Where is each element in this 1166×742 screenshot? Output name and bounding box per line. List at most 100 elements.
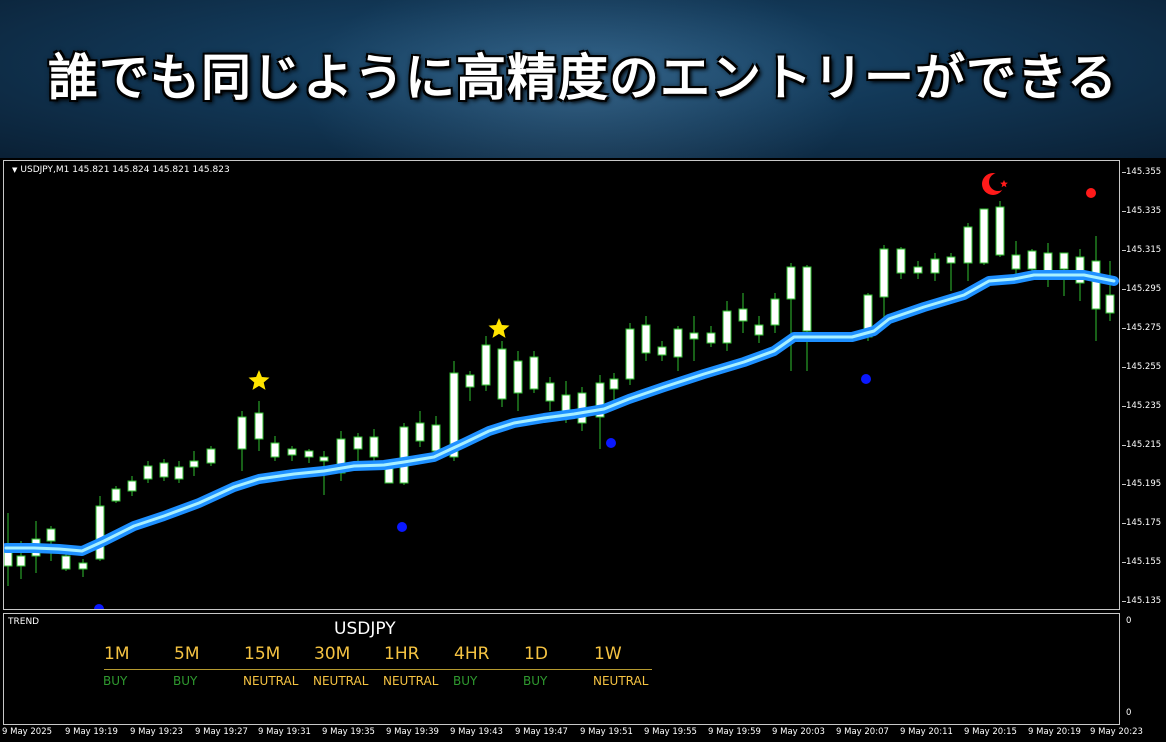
candle-body <box>143 465 153 480</box>
time-tick-label: 9 May 20:19 <box>1028 727 1081 737</box>
small-star-icon <box>1000 180 1008 188</box>
price-tick-mark <box>1122 523 1126 524</box>
candle-body <box>625 328 635 380</box>
price-tick-label: 145.335 <box>1126 206 1162 216</box>
candle-body <box>946 256 956 264</box>
candlestick-chart[interactable] <box>4 161 1119 609</box>
candle-body <box>1059 252 1069 270</box>
price-tick-label: 145.315 <box>1126 245 1162 255</box>
timeframe-label: 1W <box>594 644 622 664</box>
moving-average-line-outer <box>4 270 1119 556</box>
candle-body <box>431 424 441 452</box>
timeframe-signal: BUY <box>523 674 548 688</box>
time-tick-label: 9 May 19:43 <box>450 727 503 737</box>
price-tick-mark <box>1122 445 1126 446</box>
price-tick-mark <box>1122 484 1126 485</box>
candle-body <box>689 332 699 340</box>
price-tick-mark <box>1122 250 1126 251</box>
price-tick-mark <box>1122 406 1126 407</box>
candle-body <box>963 226 973 264</box>
promo-banner: 誰でも同じように高精度のエントリーができる <box>0 0 1166 158</box>
price-tick-label: 145.175 <box>1126 518 1162 528</box>
candle-body <box>1043 252 1053 272</box>
candle-body <box>609 378 619 390</box>
candle-body <box>78 562 88 570</box>
candle-body <box>1027 250 1037 270</box>
candle-body <box>111 488 121 502</box>
blue-dot-signal <box>94 604 104 609</box>
candle-body <box>513 360 523 394</box>
timeframe-label: 1HR <box>384 644 420 664</box>
price-tick-mark <box>1122 601 1126 602</box>
timeframe-signal: BUY <box>103 674 128 688</box>
time-tick-label: 9 May 20:23 <box>1090 727 1143 737</box>
candle-body <box>673 328 683 358</box>
timeframe-signal: NEUTRAL <box>243 674 299 688</box>
price-tick-mark <box>1122 367 1126 368</box>
time-tick-label: 9 May 19:27 <box>195 727 248 737</box>
price-tick-label: 145.275 <box>1126 323 1162 333</box>
timeframe-label: 30M <box>314 644 351 664</box>
candle-body <box>595 382 605 418</box>
timeframe-signal: BUY <box>173 674 198 688</box>
candle-body <box>738 308 748 322</box>
trend-pane-label: TREND <box>8 617 40 627</box>
candle-body <box>930 258 940 274</box>
candle-body <box>786 266 796 300</box>
candle-body <box>189 460 199 468</box>
star-signal-icon <box>248 370 270 390</box>
candle-body <box>706 332 716 344</box>
price-tick-mark <box>1122 211 1126 212</box>
moving-average-line-core <box>4 273 1116 553</box>
price-tick-label: 145.215 <box>1126 440 1162 450</box>
timeframe-label: 15M <box>244 644 281 664</box>
time-tick-label: 9 May 19:39 <box>386 727 439 737</box>
candle-body <box>770 298 780 326</box>
red-dot-signal <box>1086 188 1096 198</box>
candle-body <box>237 416 247 450</box>
time-tick-label: 9 May 20:07 <box>836 727 889 737</box>
candle-body <box>254 412 264 440</box>
price-tick-label: 145.255 <box>1126 362 1162 372</box>
candle-body <box>913 266 923 274</box>
time-tick-label: 9 May 19:35 <box>322 727 375 737</box>
timeframe-divider <box>104 669 652 670</box>
price-tick-label: 145.355 <box>1126 167 1162 177</box>
globe-background <box>300 0 860 158</box>
time-tick-label: 9 May 19:55 <box>644 727 697 737</box>
candle-body <box>979 208 989 264</box>
timeframe-signal: NEUTRAL <box>593 674 649 688</box>
candle-body <box>641 324 651 354</box>
time-axis[interactable]: 9 May 2025 9 May 19:19 9 May 19:23 9 May 19… <box>0 724 1166 742</box>
star-signal-icon <box>488 318 510 338</box>
chart-window[interactable]: ▼ USDJPY,M1 145.821 145.824 145.821 145.8… <box>0 158 1166 742</box>
trend-scale-top: 0 <box>1126 616 1132 626</box>
candle-body <box>16 555 26 567</box>
price-tick-label: 145.155 <box>1126 557 1162 567</box>
candle-body <box>95 505 105 560</box>
candle-body <box>545 382 555 402</box>
candle-body <box>174 466 184 480</box>
main-price-pane[interactable]: ▼ USDJPY,M1 145.821 145.824 145.821 145.8… <box>3 160 1120 610</box>
time-tick-label: 9 May 20:15 <box>964 727 1017 737</box>
candle-body <box>449 372 459 458</box>
price-tick-label: 145.195 <box>1126 479 1162 489</box>
blue-dot-signal <box>397 522 407 532</box>
symbol-ohlc: USDJPY,M1 145.821 145.824 145.821 145.82… <box>20 165 230 175</box>
dropdown-triangle-icon[interactable]: ▼ <box>12 166 18 174</box>
candle-body <box>4 550 13 567</box>
candle-body <box>61 555 71 570</box>
price-tick-label: 145.295 <box>1126 284 1162 294</box>
price-axis[interactable]: 145.355 145.335 145.315 145.295 145.275 145.2… <box>1122 158 1166 718</box>
time-tick-label: 9 May 19:51 <box>580 727 633 737</box>
candle-body <box>497 348 507 400</box>
candle-body <box>481 344 491 386</box>
time-tick-label: 9 May 19:31 <box>258 727 311 737</box>
trend-indicator-pane[interactable]: TREND USDJPY 1M BUY 5M BUY 15M NEUTRAL 30M NEUT… <box>3 613 1120 725</box>
candle-body <box>802 266 812 332</box>
candle-body <box>304 450 314 458</box>
candle-body <box>399 426 409 484</box>
candle-body <box>657 346 667 356</box>
candle-body <box>896 248 906 274</box>
time-tick-label: 9 May 19:47 <box>515 727 568 737</box>
